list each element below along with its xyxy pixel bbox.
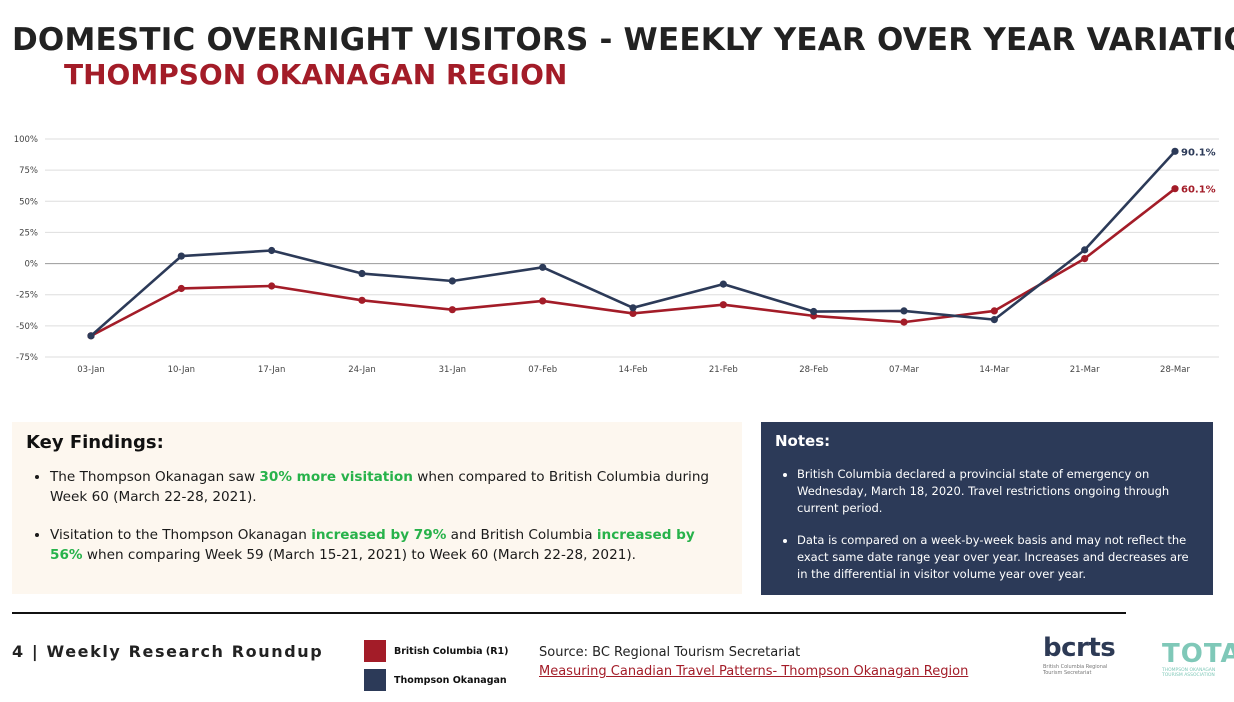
page-label: 4 | Weekly Research Roundup <box>12 642 324 661</box>
x-tick-label: 10-Jan <box>168 365 195 375</box>
data-point <box>900 318 908 326</box>
chart-gridlines <box>45 138 1219 358</box>
page-title: DOMESTIC OVERNIGHT VISITORS - WEEKLY YEA… <box>12 22 1234 58</box>
data-point <box>358 269 366 278</box>
data-point <box>177 284 185 293</box>
notes-panel: Notes: British Columbia declared a provi… <box>761 422 1213 595</box>
x-tick-label: 07-Feb <box>528 365 557 375</box>
data-point <box>810 307 818 316</box>
x-tick-label: 14-Feb <box>619 365 648 375</box>
notes-list: British Columbia declared a provincial s… <box>775 466 1199 583</box>
data-point <box>900 307 908 315</box>
y-axis-ticks: 100% 75% 50% 25% 0% -25% -50% -75% <box>14 135 38 363</box>
finding-1-text-a: The Thompson Okanagan saw <box>50 469 260 485</box>
x-tick-label: 14-Mar <box>979 365 1009 375</box>
legend-swatch-bc <box>364 640 386 662</box>
finding-2-highlight-b: increased by 56% <box>50 527 695 563</box>
key-findings-heading: Key Findings: <box>26 432 164 453</box>
x-tick-label: 21-Mar <box>1070 365 1100 375</box>
x-tick-label: 31-Jan <box>439 365 466 375</box>
y-tick-label: 75% <box>19 166 38 176</box>
y-tick-label: -50% <box>16 322 38 332</box>
data-point <box>268 246 276 255</box>
data-point <box>539 297 547 305</box>
data-point <box>629 309 637 317</box>
x-tick-label: 28-Mar <box>1160 365 1190 375</box>
data-point <box>990 316 998 324</box>
data-point <box>268 282 276 290</box>
legend-item-bc: British Columbia (R1) <box>364 640 509 662</box>
bcrts-logo-subtext: British Columbia Regional Tourism Secret… <box>1043 664 1108 676</box>
data-label: 60.1% <box>1181 185 1216 196</box>
x-tick-label: 17-Jan <box>258 365 285 375</box>
bcrts-logo: bcrts British Columbia Regional Tourism … <box>1043 634 1123 676</box>
tota-logo-subtext: THOMPSON OKANAGAN TOURISM ASSOCIATION <box>1162 668 1216 678</box>
data-point <box>719 301 727 309</box>
finding-1-highlight: 30% more visitation <box>259 469 413 485</box>
x-tick-label: 24-Jan <box>348 365 375 375</box>
data-point <box>1081 254 1089 263</box>
key-findings-panel: Key Findings: The Thompson Okanagan saw … <box>12 422 742 594</box>
legend-item-to: Thompson Okanagan <box>364 669 507 691</box>
y-tick-label: 100% <box>14 135 38 145</box>
key-findings-list: The Thompson Okanagan saw 30% more visit… <box>26 467 728 565</box>
legend-label-bc: British Columbia (R1) <box>394 645 509 657</box>
finding-2-text-a: Visitation to the Thompson Okanagan <box>50 527 312 543</box>
legend-swatch-to <box>364 669 386 691</box>
x-tick-label: 28-Feb <box>799 365 828 375</box>
y-tick-label: 25% <box>19 228 38 238</box>
series-thompson-okanagan: 90.1% <box>87 147 1216 340</box>
data-point <box>719 280 727 288</box>
data-point <box>87 332 95 340</box>
y-tick-label: -25% <box>16 291 38 301</box>
bcrts-logo-text: bcrts <box>1043 633 1116 663</box>
data-point <box>358 296 366 304</box>
finding-item-1: The Thompson Okanagan saw 30% more visit… <box>50 467 728 507</box>
data-label: 90.1% <box>1181 147 1216 158</box>
tota-logo-text: TOTA <box>1162 639 1234 669</box>
data-point <box>1171 147 1179 155</box>
finding-item-2: Visitation to the Thompson Okanagan incr… <box>50 525 728 565</box>
finding-2-highlight-a: increased by 79% <box>311 527 447 543</box>
x-tick-label: 07-Mar <box>889 365 919 375</box>
data-point <box>629 304 637 312</box>
y-tick-label: -75% <box>16 353 38 363</box>
source-text: Source: BC Regional Tourism Secretariat <box>539 645 801 660</box>
data-point <box>1081 246 1089 254</box>
y-tick-label: 0% <box>25 260 39 270</box>
x-tick-label: 03-Jan <box>77 365 104 375</box>
data-point <box>448 306 456 314</box>
finding-2-text-b: and British Columbia <box>446 527 597 543</box>
data-point <box>539 263 547 271</box>
source-link[interactable]: Measuring Canadian Travel Patterns- Thom… <box>539 664 969 679</box>
note-item: British Columbia declared a provincial s… <box>797 466 1199 517</box>
legend-label-to: Thompson Okanagan <box>394 674 507 686</box>
data-point <box>177 252 185 260</box>
footer-divider <box>12 612 1126 614</box>
y-tick-label: 50% <box>19 197 38 207</box>
finding-1-text-b: when compared to British Columbia during… <box>50 469 710 505</box>
page-subtitle: THOMPSON OKANAGAN REGION <box>64 58 568 91</box>
x-tick-label: 21-Feb <box>709 365 738 375</box>
x-axis-ticks: 03-Jan 10-Jan 17-Jan 24-Jan 31-Jan 07-Feb 14-F… <box>77 365 1190 375</box>
chart-series: 60.1% 90.1% <box>87 147 1216 340</box>
finding-2-text-c: when comparing Week 59 (March 15-21, 202… <box>82 547 637 563</box>
data-point <box>1171 185 1179 193</box>
tota-logo: TOTA THOMPSON OKANAGAN TOURISM ASSOCIATI… <box>1162 639 1234 678</box>
data-point <box>448 277 456 285</box>
note-item: Data is compared on a week-by-week basis… <box>797 532 1199 583</box>
line-chart: 100% 75% 50% 25% 0% -25% -50% -75% 03-Jan 10-Jan… <box>14 135 1219 375</box>
notes-heading: Notes: <box>775 432 831 450</box>
data-point <box>990 307 998 315</box>
series-british-columbia: 60.1% <box>87 185 1216 340</box>
